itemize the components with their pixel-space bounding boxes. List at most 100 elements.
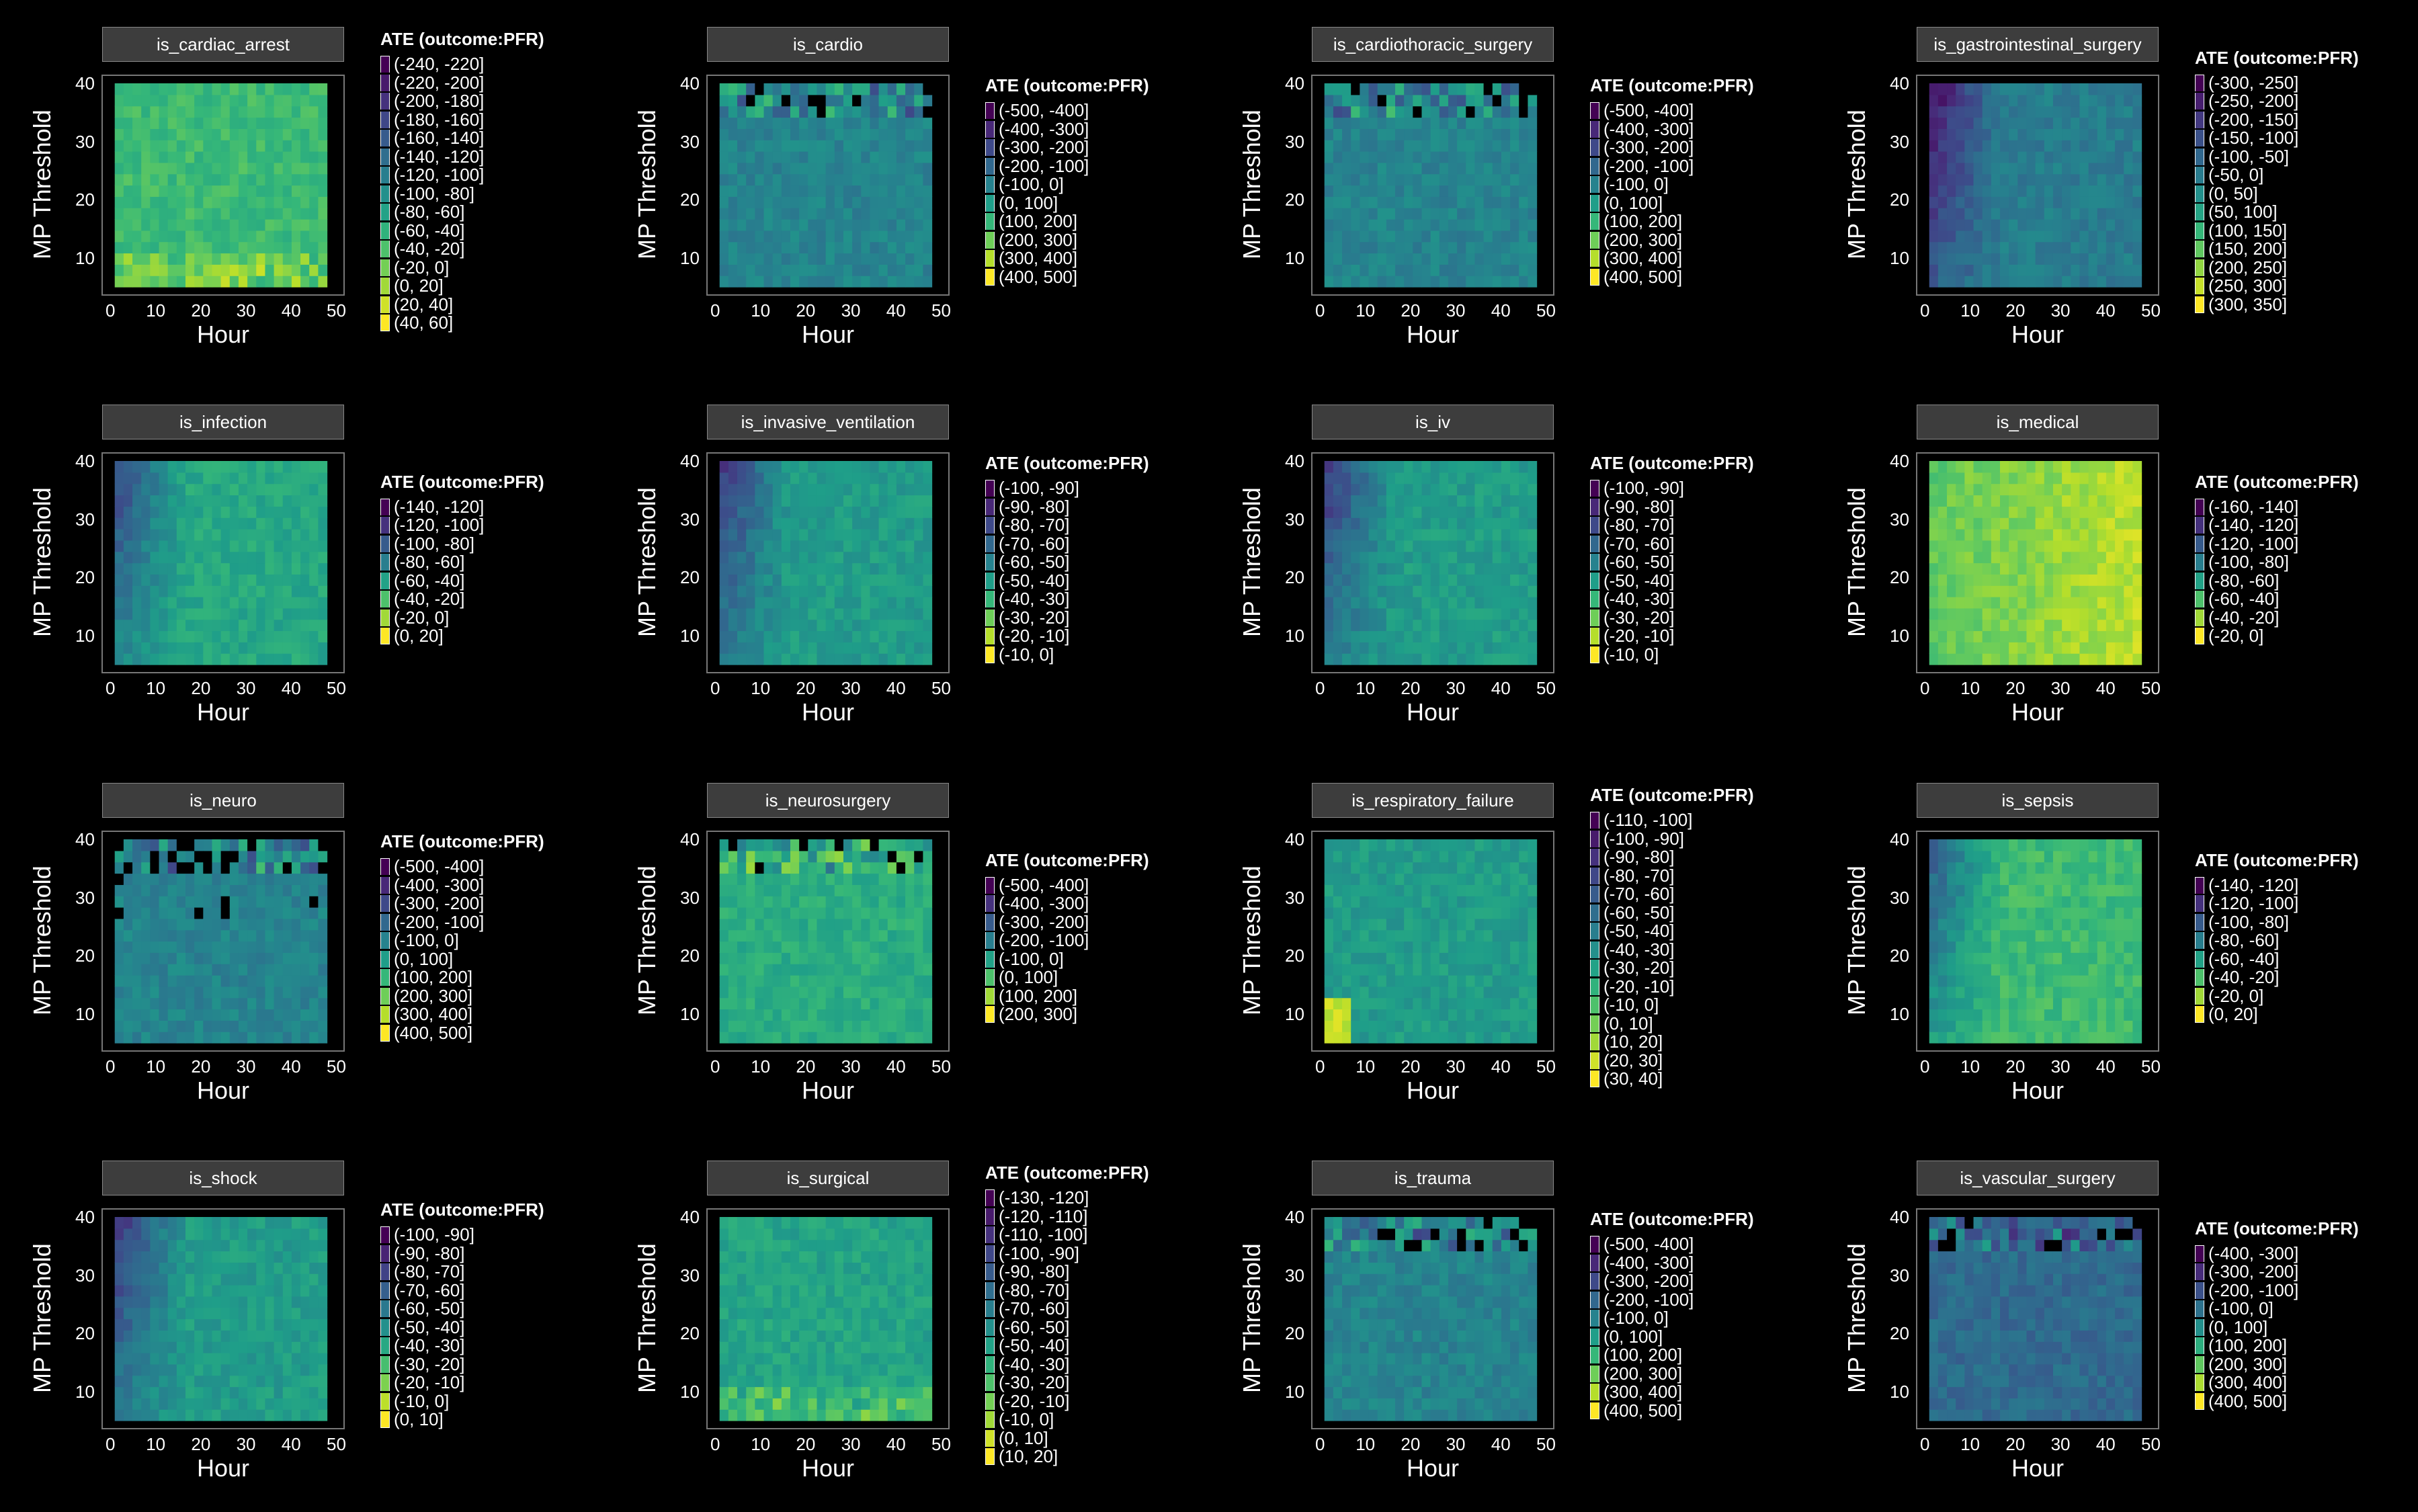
heatmap-cell bbox=[790, 975, 800, 987]
heatmap-cell bbox=[2000, 208, 2009, 220]
heatmap-cell bbox=[167, 472, 177, 485]
heatmap-cell bbox=[114, 929, 124, 942]
heatmap-cell bbox=[282, 241, 292, 254]
heatmap-cell bbox=[309, 230, 319, 243]
heatmap-cell bbox=[1421, 997, 1431, 1010]
heatmap-cell bbox=[1964, 196, 1974, 208]
heatmap-cell bbox=[746, 918, 755, 931]
heatmap-cell bbox=[167, 140, 177, 152]
heatmap-cell bbox=[167, 630, 177, 642]
heatmap-cell bbox=[1457, 1009, 1466, 1021]
heatmap-cell bbox=[905, 862, 915, 874]
legend-entry: (200, 300] bbox=[999, 229, 1078, 250]
heatmap-cell bbox=[1457, 619, 1466, 632]
heatmap-cell bbox=[2132, 185, 2142, 197]
heatmap-cell bbox=[1474, 551, 1485, 564]
heatmap-cell bbox=[1457, 506, 1466, 518]
legend-swatch bbox=[985, 268, 995, 286]
heatmap-cell bbox=[318, 253, 328, 265]
heatmap-cell bbox=[185, 850, 195, 863]
heatmap-cell bbox=[772, 241, 782, 254]
heatmap-cell bbox=[159, 653, 169, 665]
heatmap-cell bbox=[781, 472, 791, 485]
heatmap-cell bbox=[2035, 619, 2045, 632]
heatmap-cell bbox=[1413, 1009, 1423, 1021]
heatmap-cell bbox=[167, 884, 177, 896]
heatmap-cell bbox=[2052, 151, 2062, 163]
heatmap-cell bbox=[1964, 185, 1974, 197]
heatmap-cell bbox=[923, 230, 933, 243]
heatmap-cell bbox=[212, 94, 222, 107]
heatmap-cell bbox=[212, 253, 222, 265]
heatmap-cell bbox=[746, 597, 755, 609]
heatmap-cell bbox=[212, 219, 222, 231]
heatmap-cell bbox=[238, 151, 248, 163]
heatmap-cell bbox=[212, 208, 222, 220]
heatmap-cell bbox=[914, 506, 923, 518]
heatmap-cell bbox=[2124, 151, 2133, 163]
heatmap-cell bbox=[194, 975, 204, 987]
heatmap-cell bbox=[808, 607, 818, 620]
legend-entry: (0, 100] bbox=[999, 192, 1058, 213]
heatmap-cell bbox=[1448, 952, 1458, 964]
heatmap-cell bbox=[887, 83, 897, 95]
heatmap-cell bbox=[1421, 907, 1431, 919]
heatmap-cell bbox=[896, 208, 906, 220]
heatmap-cell bbox=[1947, 551, 1956, 564]
heatmap-cell bbox=[274, 483, 284, 496]
heatmap-cell bbox=[1492, 653, 1502, 665]
heatmap-cell bbox=[817, 253, 827, 265]
heatmap-cell bbox=[1937, 495, 1948, 507]
heatmap-cell bbox=[2079, 483, 2089, 496]
legend-entry: (-150, -100] bbox=[2208, 128, 2299, 149]
heatmap-cell bbox=[737, 83, 747, 95]
heatmap-cell bbox=[1360, 607, 1370, 620]
heatmap-cell bbox=[763, 839, 774, 851]
heatmap-cell bbox=[861, 1020, 871, 1032]
heatmap-cell bbox=[1360, 850, 1370, 863]
heatmap-cell bbox=[772, 597, 782, 609]
legend-swatch bbox=[380, 74, 390, 91]
heatmap-cell bbox=[1360, 862, 1370, 874]
x-tick-label: 40 bbox=[886, 678, 906, 698]
heatmap-cell bbox=[1448, 918, 1458, 931]
heatmap-cell bbox=[2026, 630, 2036, 642]
heatmap-cell bbox=[799, 585, 808, 597]
heatmap-cell bbox=[772, 952, 782, 964]
heatmap-cell bbox=[790, 94, 800, 107]
heatmap-cell bbox=[1413, 483, 1423, 496]
heatmap-cell bbox=[861, 839, 871, 851]
heatmap-cell bbox=[817, 653, 827, 665]
heatmap-cell bbox=[1413, 929, 1423, 942]
heatmap-cell bbox=[291, 472, 301, 485]
heatmap-cell bbox=[2062, 642, 2071, 654]
heatmap-cell bbox=[1510, 106, 1519, 118]
heatmap-cell bbox=[291, 219, 301, 231]
heatmap-cell bbox=[132, 918, 142, 931]
heatmap-cell bbox=[229, 208, 239, 220]
legend-swatch bbox=[1590, 176, 1599, 193]
heatmap-cell bbox=[291, 562, 301, 575]
heatmap-cell bbox=[914, 540, 923, 552]
heatmap-cell bbox=[282, 607, 292, 620]
heatmap-cell bbox=[719, 896, 729, 908]
heatmap-cell bbox=[825, 986, 835, 999]
heatmap-cell bbox=[808, 941, 818, 953]
heatmap-cell bbox=[834, 839, 844, 851]
heatmap-cell bbox=[772, 506, 782, 518]
legend-swatch bbox=[985, 535, 995, 552]
heatmap-cell bbox=[1395, 964, 1405, 976]
heatmap-cell bbox=[896, 529, 906, 541]
heatmap-cell bbox=[203, 873, 213, 885]
heatmap-cell bbox=[914, 630, 923, 642]
heatmap-cell bbox=[123, 941, 133, 953]
heatmap-cell bbox=[1448, 219, 1458, 231]
heatmap-cell bbox=[1947, 128, 1956, 140]
heatmap-cell bbox=[1395, 461, 1405, 473]
heatmap-cell bbox=[212, 461, 222, 473]
heatmap-cell bbox=[825, 461, 835, 473]
heatmap-cell bbox=[905, 952, 915, 964]
heatmap-cell bbox=[194, 264, 204, 276]
heatmap-cell bbox=[1991, 83, 2001, 95]
heatmap-cell bbox=[896, 540, 906, 552]
